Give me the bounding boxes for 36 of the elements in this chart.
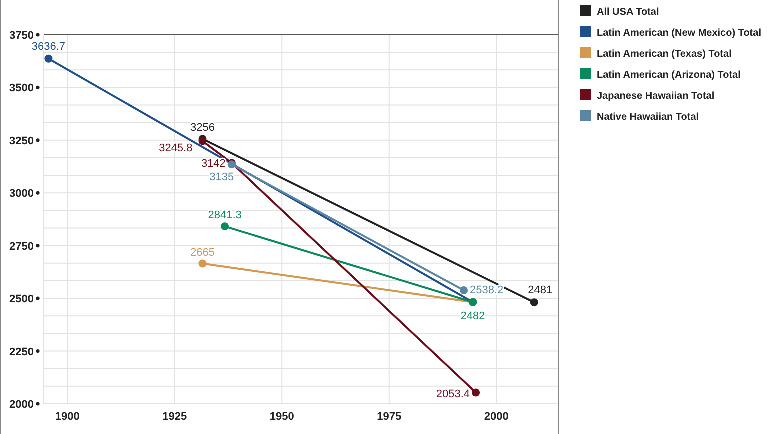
y-tick-label: 2000 (10, 399, 34, 411)
legend-label: Latin American (New Mexico) Total (597, 28, 762, 39)
data-label: 3256 (190, 122, 215, 134)
x-tick-label: 1925 (162, 411, 188, 423)
data-label: 3135 (210, 172, 234, 184)
x-tick-label: 2000 (484, 411, 509, 423)
y-tick-label: 3000 (10, 188, 34, 200)
point (472, 388, 480, 397)
legend-label: Native Hawaiian Total (597, 112, 700, 123)
point (221, 222, 230, 231)
legend-label: Latin American (Texas) Total (597, 49, 732, 60)
point (530, 298, 538, 307)
y-tick-label: 2750 (10, 240, 34, 253)
data-label: 3245.8 (159, 142, 193, 154)
x-tick-label: 1900 (55, 411, 80, 423)
data-label: 2538.2 (470, 284, 504, 297)
data-label: 2841.3 (208, 210, 242, 222)
point (198, 260, 207, 268)
data-label: 2482 (460, 310, 486, 322)
y-tick-label: 3750 (10, 30, 34, 42)
x-tick-label: 1975 (377, 411, 402, 423)
data-label: 2053.4 (436, 388, 470, 401)
legend-label: Latin American (Arizona) Total (597, 70, 742, 81)
y-tick-label: 3500 (10, 82, 34, 95)
y-tick-label: 3250 (10, 135, 34, 148)
data-label: 2481 (528, 284, 553, 297)
y-tick-label: 2250 (10, 346, 34, 358)
data-label: 3142 (201, 158, 226, 170)
legend-label: All USA Total (597, 7, 660, 18)
point (460, 286, 468, 295)
data-label: 3636.7 (32, 40, 66, 53)
x-tick-label: 1950 (270, 411, 294, 423)
data-label: 2665 (190, 246, 215, 259)
legend-label: Japanese Hawaiian Total (597, 91, 715, 102)
y-tick-label: 2500 (10, 294, 34, 306)
point (44, 54, 53, 63)
